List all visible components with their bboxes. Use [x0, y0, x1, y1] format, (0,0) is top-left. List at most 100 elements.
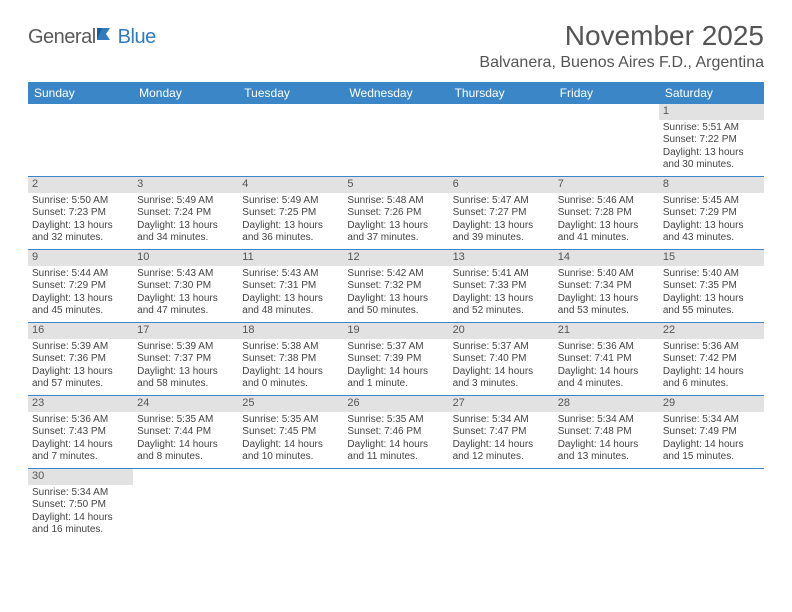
day-number: 30: [28, 469, 133, 485]
calendar: SundayMondayTuesdayWednesdayThursdayFrid…: [28, 82, 764, 541]
sunrise-text: Sunrise: 5:35 AM: [347, 414, 444, 427]
dow-cell: Monday: [133, 82, 238, 104]
day-cell: 5Sunrise: 5:48 AMSunset: 7:26 PMDaylight…: [343, 177, 448, 249]
sunset-text: Sunset: 7:30 PM: [137, 280, 234, 293]
sunset-text: Sunset: 7:50 PM: [32, 499, 129, 512]
sunrise-text: Sunrise: 5:37 AM: [347, 341, 444, 354]
sunrise-text: Sunrise: 5:38 AM: [242, 341, 339, 354]
sunrise-text: Sunrise: 5:40 AM: [558, 268, 655, 281]
daylight-text: Daylight: 13 hours and 55 minutes.: [663, 293, 760, 318]
day-number: 14: [554, 250, 659, 266]
day-cell: 30Sunrise: 5:34 AMSunset: 7:50 PMDayligh…: [28, 469, 133, 541]
sunset-text: Sunset: 7:22 PM: [663, 134, 760, 147]
day-number: 11: [238, 250, 343, 266]
week-row: 30Sunrise: 5:34 AMSunset: 7:50 PMDayligh…: [28, 469, 764, 541]
day-cell: 19Sunrise: 5:37 AMSunset: 7:39 PMDayligh…: [343, 323, 448, 395]
day-number: 23: [28, 396, 133, 412]
daylight-text: Daylight: 13 hours and 39 minutes.: [453, 220, 550, 245]
sunset-text: Sunset: 7:40 PM: [453, 353, 550, 366]
day-number: 19: [343, 323, 448, 339]
day-cell: 23Sunrise: 5:36 AMSunset: 7:43 PMDayligh…: [28, 396, 133, 468]
sunset-text: Sunset: 7:26 PM: [347, 207, 444, 220]
daylight-text: Daylight: 13 hours and 36 minutes.: [242, 220, 339, 245]
sunset-text: Sunset: 7:38 PM: [242, 353, 339, 366]
day-number: 22: [659, 323, 764, 339]
sunset-text: Sunset: 7:44 PM: [137, 426, 234, 439]
sunset-text: Sunset: 7:49 PM: [663, 426, 760, 439]
dow-cell: Saturday: [659, 82, 764, 104]
day-cell-empty: [343, 469, 448, 541]
day-cell-empty: [133, 469, 238, 541]
week-row: 1Sunrise: 5:51 AMSunset: 7:22 PMDaylight…: [28, 104, 764, 177]
daylight-text: Daylight: 13 hours and 47 minutes.: [137, 293, 234, 318]
daylight-text: Daylight: 13 hours and 45 minutes.: [32, 293, 129, 318]
day-number: 2: [28, 177, 133, 193]
sunset-text: Sunset: 7:37 PM: [137, 353, 234, 366]
daylight-text: Daylight: 14 hours and 0 minutes.: [242, 366, 339, 391]
sunset-text: Sunset: 7:42 PM: [663, 353, 760, 366]
sunset-text: Sunset: 7:43 PM: [32, 426, 129, 439]
day-cell-empty: [554, 469, 659, 541]
day-number: 21: [554, 323, 659, 339]
day-number: 20: [449, 323, 554, 339]
daylight-text: Daylight: 14 hours and 7 minutes.: [32, 439, 129, 464]
day-cell: 11Sunrise: 5:43 AMSunset: 7:31 PMDayligh…: [238, 250, 343, 322]
dow-cell: Tuesday: [238, 82, 343, 104]
day-cell: 13Sunrise: 5:41 AMSunset: 7:33 PMDayligh…: [449, 250, 554, 322]
day-cell: 17Sunrise: 5:39 AMSunset: 7:37 PMDayligh…: [133, 323, 238, 395]
sunrise-text: Sunrise: 5:47 AM: [453, 195, 550, 208]
daylight-text: Daylight: 13 hours and 37 minutes.: [347, 220, 444, 245]
sunset-text: Sunset: 7:28 PM: [558, 207, 655, 220]
daylight-text: Daylight: 14 hours and 1 minute.: [347, 366, 444, 391]
sunrise-text: Sunrise: 5:45 AM: [663, 195, 760, 208]
sunset-text: Sunset: 7:46 PM: [347, 426, 444, 439]
daylight-text: Daylight: 14 hours and 10 minutes.: [242, 439, 339, 464]
sunrise-text: Sunrise: 5:37 AM: [453, 341, 550, 354]
location-label: Balvanera, Buenos Aires F.D., Argentina: [479, 54, 764, 72]
day-number: 16: [28, 323, 133, 339]
daylight-text: Daylight: 13 hours and 52 minutes.: [453, 293, 550, 318]
day-cell: 1Sunrise: 5:51 AMSunset: 7:22 PMDaylight…: [659, 104, 764, 176]
daylight-text: Daylight: 13 hours and 50 minutes.: [347, 293, 444, 318]
dow-cell: Wednesday: [343, 82, 448, 104]
day-cell: 26 Sunrise: 5:35 AMSunset: 7:46 PMDayligh…: [343, 396, 448, 468]
daylight-text: Daylight: 14 hours and 16 minutes.: [32, 512, 129, 537]
sunrise-text: Sunrise: 5:34 AM: [558, 414, 655, 427]
daylight-text: Daylight: 14 hours and 12 minutes.: [453, 439, 550, 464]
day-of-week-header: SundayMondayTuesdayWednesdayThursdayFrid…: [28, 82, 764, 104]
daylight-text: Daylight: 14 hours and 6 minutes.: [663, 366, 760, 391]
daylight-text: Daylight: 14 hours and 11 minutes.: [347, 439, 444, 464]
sunset-text: Sunset: 7:48 PM: [558, 426, 655, 439]
day-cell: 18Sunrise: 5:38 AMSunset: 7:38 PMDayligh…: [238, 323, 343, 395]
day-cell: 12Sunrise: 5:42 AMSunset: 7:32 PMDayligh…: [343, 250, 448, 322]
flag-icon: [96, 26, 118, 49]
sunrise-text: Sunrise: 5:35 AM: [242, 414, 339, 427]
day-cell-empty: [238, 104, 343, 176]
day-number: 24: [133, 396, 238, 412]
day-cell: 27Sunrise: 5:34 AMSunset: 7:47 PMDayligh…: [449, 396, 554, 468]
daylight-text: Daylight: 14 hours and 3 minutes.: [453, 366, 550, 391]
day-cell: 3Sunrise: 5:49 AMSunset: 7:24 PMDaylight…: [133, 177, 238, 249]
sunset-text: Sunset: 7:25 PM: [242, 207, 339, 220]
sunset-text: Sunset: 7:35 PM: [663, 280, 760, 293]
sunset-text: Sunset: 7:47 PM: [453, 426, 550, 439]
day-cell: 7Sunrise: 5:46 AMSunset: 7:28 PMDaylight…: [554, 177, 659, 249]
day-number: 6: [449, 177, 554, 193]
daylight-text: Daylight: 13 hours and 34 minutes.: [137, 220, 234, 245]
day-number: 13: [449, 250, 554, 266]
sunrise-text: Sunrise: 5:43 AM: [137, 268, 234, 281]
daylight-text: Daylight: 14 hours and 13 minutes.: [558, 439, 655, 464]
day-cell: 4Sunrise: 5:49 AMSunset: 7:25 PMDaylight…: [238, 177, 343, 249]
day-number: 10: [133, 250, 238, 266]
day-cell: 2Sunrise: 5:50 AMSunset: 7:23 PMDaylight…: [28, 177, 133, 249]
daylight-text: Daylight: 13 hours and 32 minutes.: [32, 220, 129, 245]
daylight-text: Daylight: 13 hours and 57 minutes.: [32, 366, 129, 391]
day-number: 3: [133, 177, 238, 193]
sunset-text: Sunset: 7:41 PM: [558, 353, 655, 366]
sunrise-text: Sunrise: 5:49 AM: [137, 195, 234, 208]
daylight-text: Daylight: 14 hours and 8 minutes.: [137, 439, 234, 464]
day-number: 26: [343, 396, 448, 412]
logo-text-blue: Blue: [118, 26, 156, 49]
sunrise-text: Sunrise: 5:39 AM: [137, 341, 234, 354]
dow-cell: Thursday: [449, 82, 554, 104]
